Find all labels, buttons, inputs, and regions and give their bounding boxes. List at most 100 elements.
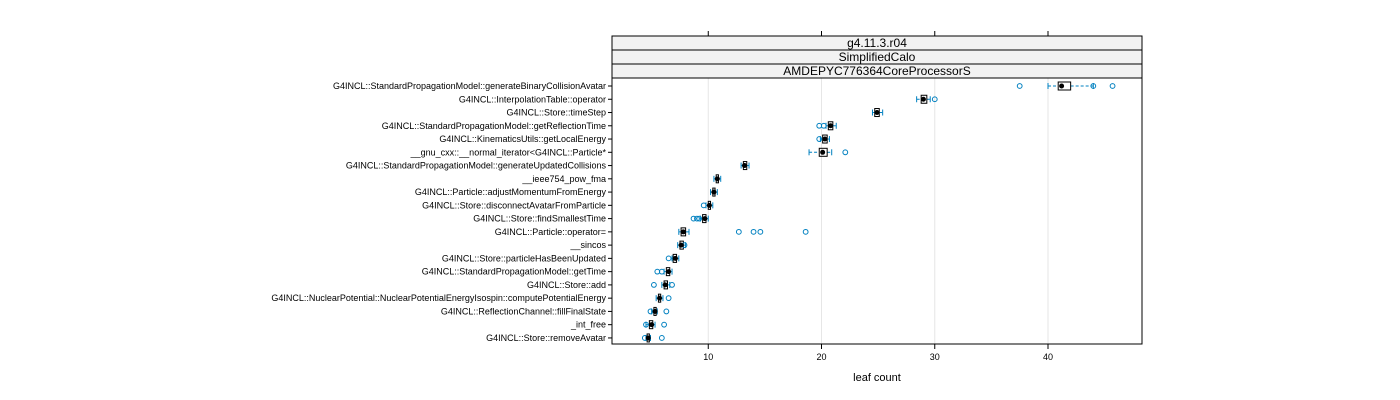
box-row [808,147,849,157]
y-category-label: G4INCL::Store::disconnectAvatarFromParti… [422,200,606,210]
box-row [641,333,665,343]
x-tick-label: 10 [703,352,713,362]
outlier-point [757,228,764,235]
outlier-point [663,308,670,315]
box-row [643,320,667,330]
boxes-layer [641,81,1116,343]
y-category-label: G4INCL::StandardPropagationModel::genera… [346,161,607,171]
median-dot [672,255,678,261]
outlier-point [931,96,938,103]
median-dot [657,295,663,301]
outlier-point [696,215,703,222]
median-dot [645,335,651,341]
y-category-label: G4INCL::Particle::operator= [495,227,606,237]
median-dot [702,216,708,222]
strip-label: AMDEPYC776364CoreProcessorS [783,64,970,78]
box-row [816,121,837,131]
median-dot [714,176,720,182]
median-dot [678,242,684,248]
y-category-label: G4INCL::Store::findSmallestTime [473,214,606,224]
outlier-point [690,215,697,222]
y-category-label: G4INCL::KinematicsUtils::getLocalEnergy [439,134,606,144]
median-dot [652,308,658,314]
box-row [690,214,709,224]
y-category-label: G4INCL::Store::add [527,280,606,290]
strip-label: g4.11.3.r04 [847,36,907,50]
y-category-label: __ieee754_pow_fma [521,174,606,184]
y-category-label: G4INCL::InterpolationTable::operator [459,94,606,104]
y-category-label: G4INCL::NuclearPotential::NuclearPotenti… [271,293,606,303]
y-category-label: G4INCL::StandardPropagationModel::getRef… [382,121,606,131]
outlier-point [665,295,672,302]
outlier-point [651,282,657,288]
x-axis-label: leaf count [853,372,901,384]
outlier-point [700,202,707,209]
y-category-label: _int_free [570,320,606,330]
box-row [871,108,884,118]
y-category-label: G4INCL::Particle::adjustMomentumFromEner… [415,187,607,197]
y-category-label: G4INCL::Store::timeStep [506,108,606,118]
median-dot [706,202,712,208]
y-category-label: G4INCL::StandardPropagationModel::getTim… [422,267,606,277]
box-row [700,200,714,210]
median-dot [666,269,672,275]
outlier-point [694,215,700,222]
box-row [647,306,670,316]
median-dot [680,229,686,235]
outlier-point [665,255,672,262]
x-tick-label: 40 [1043,352,1053,362]
box-row [651,280,675,290]
median-dot [649,322,655,328]
outlier-point [820,122,827,129]
box [1057,81,1072,91]
outlier-point [1109,83,1116,89]
y-category-label: __gnu_cxx::__normal_iterator<G4INCL::Par… [410,147,607,157]
outlier-point [735,228,742,235]
median-dot [742,163,747,169]
median-dot [711,189,717,195]
outlier-point [669,282,675,288]
outlier-point [658,335,665,341]
box-row [740,161,750,171]
gridlines [707,78,1049,344]
outlier-point [1090,83,1097,89]
box-row [654,267,673,277]
box [818,147,828,157]
box-row [916,94,938,104]
box-row [713,174,722,184]
outlier-point [661,321,667,328]
median-dot [874,110,880,116]
outlier-point [842,149,849,156]
panel-border [611,77,1143,345]
outlier-point [802,228,809,235]
box-row [677,240,688,250]
median-dot [920,96,926,102]
y-category-label: G4INCL::ReflectionChannel::fillFinalStat… [441,306,606,316]
median-dot [822,136,828,142]
strip-headers: g4.11.3.r04SimplifiedCaloAMDEPYC776364Co… [611,35,1143,79]
median-dot [662,282,668,288]
box-row [710,187,718,197]
box-row [678,227,809,237]
y-category-label: G4INCL::StandardPropagationModel::genera… [333,81,606,91]
y-category-label: G4INCL::Store::particleHasBeenUpdated [442,253,606,263]
outlier-point [816,136,823,142]
x-tick-label: 30 [930,352,940,362]
box-row [655,293,672,303]
box-row [1016,81,1116,91]
y-axis-labels: G4INCL::StandardPropagationModel::genera… [271,81,612,343]
y-category-label: __sincos [569,240,606,250]
x-axis: 10 20 30 40 [703,31,1053,362]
median-dot [820,149,826,155]
y-category-label: G4INCL::Store::removeAvatar [486,333,606,343]
outlier-point [658,268,665,275]
median-dot [828,123,834,129]
outlier-point [1016,83,1023,89]
x-tick-label: 20 [817,352,827,362]
outlier-point [643,321,649,328]
strip-label: SimplifiedCalo [839,50,916,64]
box-row [665,253,680,263]
outlier-point [750,228,757,235]
median-dot [1059,83,1065,89]
